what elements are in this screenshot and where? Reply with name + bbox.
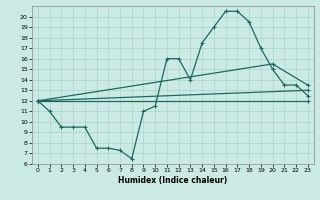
X-axis label: Humidex (Indice chaleur): Humidex (Indice chaleur)	[118, 176, 228, 185]
